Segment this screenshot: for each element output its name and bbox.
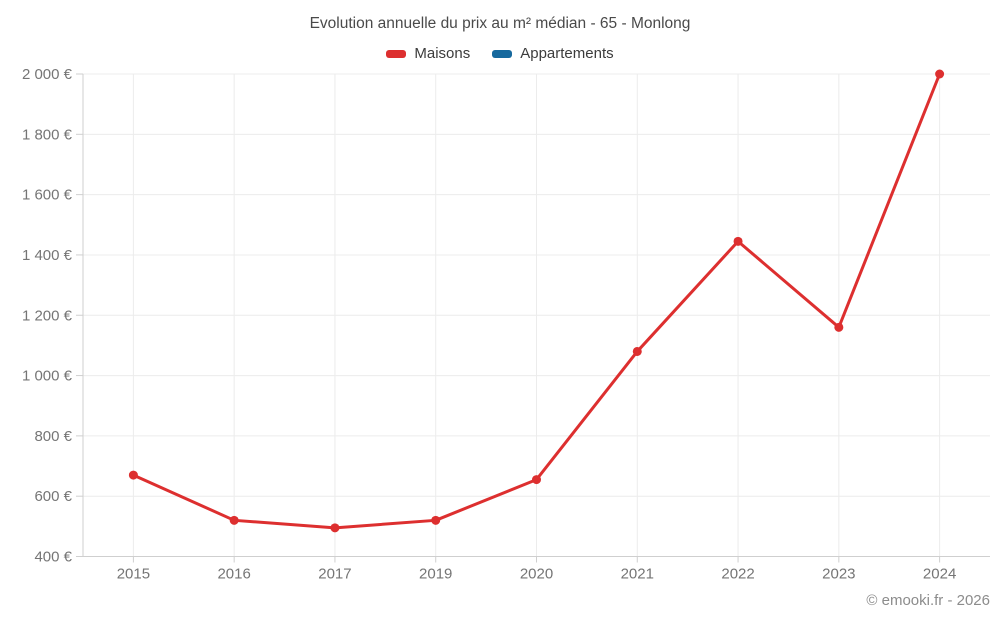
legend: Maisons Appartements (0, 45, 1000, 62)
y-tick-label: 1 400 € (22, 247, 73, 264)
series-maisons (128, 69, 945, 533)
y-tick-label: 1 200 € (22, 307, 73, 324)
data-point-2015 (128, 470, 138, 480)
x-tick-label: 2020 (520, 566, 553, 583)
legend-item-maisons[interactable]: Maisons (386, 45, 470, 62)
x-tick-label: 2015 (117, 566, 150, 583)
x-tick-label: 2021 (621, 566, 654, 583)
x-tick-label: 2019 (419, 566, 452, 583)
x-tick-label: 2022 (721, 566, 754, 583)
x-tick-label: 2017 (318, 566, 351, 583)
tick-labels: 400 € 600 € 800 € 1 000 € 1 200 € 1 400 € 1 60… (22, 66, 956, 583)
x-tick-label: 2023 (822, 566, 855, 583)
legend-item-appartements[interactable]: Appartements (492, 45, 614, 62)
data-point-2023 (834, 322, 844, 332)
legend-label-appartements: Appartements (520, 45, 614, 62)
y-tick-label: 400 € (34, 549, 72, 566)
legend-label-maisons: Maisons (414, 45, 471, 62)
copyright: © emooki.fr - 2026 (866, 592, 990, 609)
data-point-2019 (431, 515, 441, 525)
x-tick-label: 2016 (217, 566, 250, 583)
data-point-2016 (229, 515, 239, 525)
y-tick-label: 1 000 € (22, 368, 73, 385)
data-point-2021 (632, 346, 642, 356)
y-tick-label: 1 800 € (22, 126, 73, 143)
y-tick-label: 800 € (34, 428, 72, 445)
gridlines (83, 73, 990, 557)
axes-and-ticks (76, 73, 990, 563)
maisons-swatch-icon (386, 49, 407, 58)
chart-title: Evolution annuelle du prix au m² médian … (309, 15, 691, 32)
y-tick-label: 600 € (34, 488, 72, 505)
data-point-2024 (935, 69, 945, 79)
data-point-2020 (532, 475, 541, 485)
data-point-2022 (733, 236, 743, 246)
y-tick-label: 2 000 € (22, 66, 73, 83)
appartements-swatch-icon (492, 49, 513, 58)
x-tick-label: 2024 (923, 566, 956, 583)
data-point-2017 (330, 523, 340, 533)
y-tick-label: 1 600 € (22, 187, 73, 204)
